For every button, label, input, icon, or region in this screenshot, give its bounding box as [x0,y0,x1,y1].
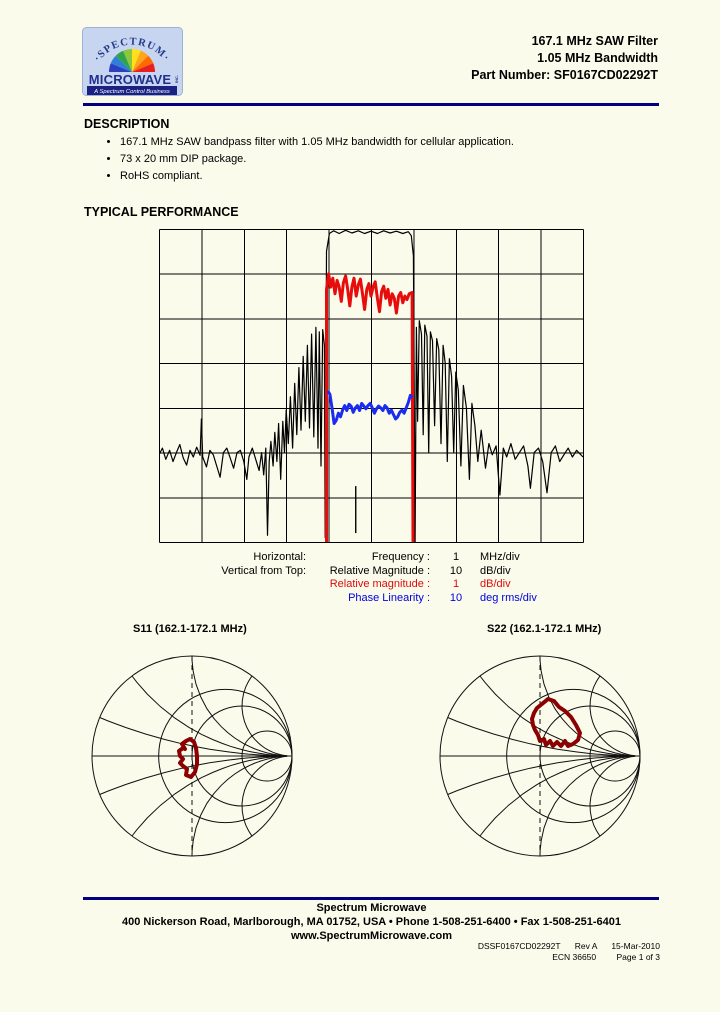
footer-address: 400 Nickerson Road, Marlborough, MA 0175… [121,916,622,928]
reactance-arc [241,755,288,837]
reactance-arc [241,675,288,757]
legend-value: 1 [452,578,460,590]
reactance-arc [589,675,636,757]
document-title: 167.1 MHz SAW Filter 1.05 MHz Bandwidth … [471,33,658,84]
legend-label: Relative Magnitude : [329,564,430,577]
logo-banner [87,86,177,95]
doc-number: DSSF0167CD02292T [477,941,561,951]
legend-unit: dB/div [480,578,511,590]
s22-chart-title: S22 (162.1-172.1 MHz) [487,623,602,635]
legend-label: Frequency : [371,551,430,563]
s22-smith-chart [439,655,641,857]
legend-group: Horizontal: [253,551,306,563]
relative-magnitude-narrow-trace [325,272,415,543]
reactance-arc [589,755,636,837]
rainbow-wedge [109,63,132,72]
phase-linearity-trace [326,390,414,425]
resistance-circle [589,730,641,782]
legend-group [198,592,310,606]
logo-tagline: A Spectrum Control Business [93,89,170,95]
docinfo-line-1: DSSF0167CD02292T Rev A 15-Mar-2010 [478,941,660,952]
description-item: 167.1 MHz SAW bandpass filter with 1.05 … [120,136,514,148]
legend-group [198,578,310,592]
logo-suffix: INC. [174,75,179,83]
footer-divider [83,897,659,900]
legend-label: Relative magnitude : [329,578,430,590]
description-item: RoHS compliant. [120,170,514,182]
footer-company: Spectrum Microwave [316,902,427,914]
doc-ecn: ECN 36650 [552,952,597,962]
relative-magnitude-wide-trace [159,229,584,543]
rainbow-wedge [123,49,132,72]
legend-unit: deg rms/div [480,591,537,604]
rainbow-wedge [132,50,149,72]
smith-grid [91,655,293,857]
docinfo-line-2: ECN 36650 Page 1 of 3 [478,952,660,963]
title-line-1: 167.1 MHz SAW Filter [531,34,658,48]
legend-value: 1 [452,551,460,563]
document-info: DSSF0167CD02292T Rev A 15-Mar-2010 ECN 3… [478,941,660,963]
smith-grid [439,655,641,857]
resistance-circle [241,730,293,782]
footer-website: www.SpectrumMicrowave.com [291,930,452,942]
title-line-3: Part Number: SF0167CD02292T [471,68,658,82]
chart-legend: Horizontal: Frequency : 1 MHz/div Vertic… [198,551,566,605]
legend-label: Phase Linearity : [348,591,430,604]
doc-date: 15-Mar-2010 [611,941,660,951]
smith-trace [530,697,582,748]
doc-revision: Rev A [574,941,597,951]
description-heading: DESCRIPTION [84,117,170,131]
logo-name: MICROWAVE [89,72,172,87]
doc-page: Page 1 of 3 [616,952,660,962]
legend-value: 10 [449,591,463,604]
company-logo: ·SPECTRUM· MICROWAVE INC. A Spectrum Con… [82,27,183,96]
chart-grid [159,229,584,543]
logo-graphic: ·SPECTRUM· MICROWAVE INC. A Spectrum Con… [82,27,183,96]
reactance-arc [479,755,636,837]
smith-trace [177,737,199,779]
rainbow-wedge [132,55,154,72]
reactance-arc [131,755,288,837]
rainbow-wedge [110,55,132,72]
legend-group: Vertical from Top: [221,564,306,577]
reactance-arc [131,675,288,757]
title-line-2: 1.05 MHz Bandwidth [537,51,658,65]
s11-chart-title: S11 (162.1-172.1 MHz) [133,623,247,635]
performance-heading: TYPICAL PERFORMANCE [84,205,239,219]
s11-smith-chart [91,655,293,857]
rainbow-wedge [132,49,141,72]
legend-value: 10 [449,564,463,577]
rainbow-fan-icon [109,49,155,72]
frequency-response-chart [159,229,584,543]
rainbow-wedge [115,50,132,72]
legend-unit: MHz/div [480,551,520,563]
rainbow-wedge [132,63,155,72]
description-item: 73 x 20 mm DIP package. [120,153,514,165]
legend-unit: dB/div [480,564,511,577]
footer: Spectrum Microwave 400 Nickerson Road, M… [83,901,660,943]
description-list: 167.1 MHz SAW bandpass filter with 1.05 … [96,136,514,187]
header-divider [83,103,659,106]
